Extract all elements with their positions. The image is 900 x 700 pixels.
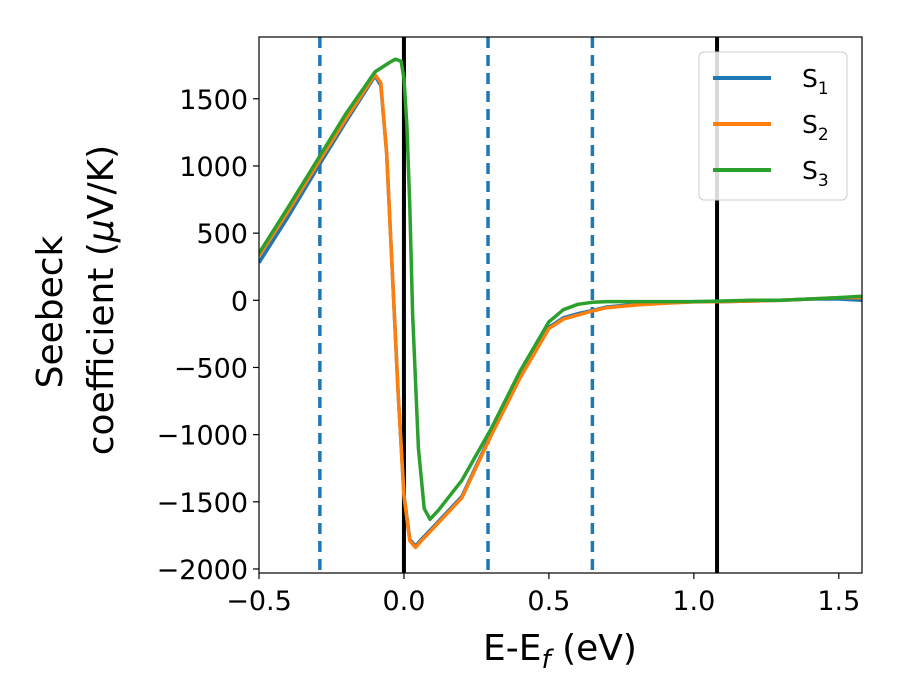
x-axis: −0.5 0.0 0.5 1.0 1.5	[226, 573, 860, 617]
x-axis-title-unit: (eV)	[551, 628, 637, 669]
x-tick-label: 1.5	[817, 586, 860, 617]
y-tick-label: −500	[174, 353, 248, 384]
legend-box	[698, 51, 848, 201]
y-tick-label: −1500	[157, 488, 248, 519]
x-axis-title: E-Ef (eV)	[483, 628, 637, 675]
legend-label-S3: S3	[802, 156, 829, 191]
series-line-S3	[259, 57, 862, 522]
y-axis-title-mu: μ	[81, 219, 122, 243]
legend: S1 S2 S3	[698, 51, 848, 201]
x-tick-label: 0.0	[382, 586, 425, 617]
y-axis-title-text: coefficient (	[81, 242, 122, 455]
legend-label-S2: S2	[802, 110, 829, 145]
plot-frame	[258, 36, 863, 574]
y-tick-label: −1000	[157, 421, 248, 452]
y-tick-label: 1000	[179, 152, 248, 183]
legend-label-S1: S1	[802, 64, 829, 99]
y-tick-label: 1500	[179, 85, 248, 116]
y-axis-title-line1: Seebeck	[30, 235, 71, 388]
x-tick-label: −0.5	[226, 586, 292, 617]
y-axis-title-line2: coefficient (μV/K)	[81, 145, 122, 455]
x-tick-label: 0.5	[527, 586, 570, 617]
y-tick-label: −2000	[157, 555, 248, 586]
y-axis-title-unit: V/K)	[81, 145, 122, 219]
y-axis: −2000 −1500 −1000 −500 0 500 1000 1500	[157, 85, 259, 586]
y-tick-label: 0	[231, 286, 248, 317]
series-lines	[259, 57, 862, 550]
y-tick-label: 500	[196, 219, 248, 250]
x-axis-title-main: E-E	[483, 628, 541, 669]
x-tick-label: 1.0	[672, 586, 715, 617]
